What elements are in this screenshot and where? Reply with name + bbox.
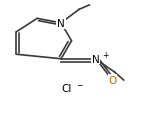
- Text: N: N: [57, 19, 65, 29]
- Text: O: O: [108, 75, 117, 85]
- Text: −: −: [77, 80, 83, 89]
- Text: Cl: Cl: [62, 83, 72, 93]
- Text: N: N: [92, 54, 99, 64]
- Text: +: +: [102, 51, 108, 60]
